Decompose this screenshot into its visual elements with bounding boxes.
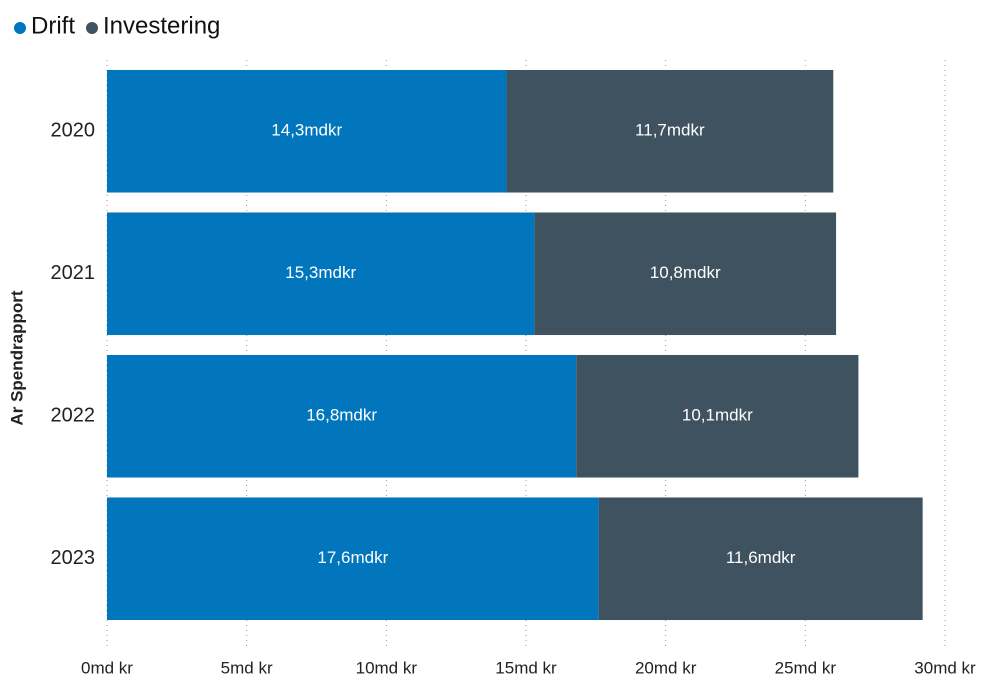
bar-segment bbox=[107, 212, 535, 336]
x-tick-label: 30md kr bbox=[914, 658, 976, 677]
y-tick-label: 2023 bbox=[51, 547, 96, 569]
bar-segment bbox=[107, 69, 507, 193]
bar-segment bbox=[506, 69, 834, 193]
x-tick-label: 25md kr bbox=[775, 658, 837, 677]
x-tick-label: 0md kr bbox=[81, 658, 133, 677]
data-label: 11,6mdkr bbox=[726, 548, 796, 567]
data-label: 10,8mdkr bbox=[650, 263, 721, 282]
bar-segment bbox=[107, 354, 577, 478]
data-label: 15,3mdkr bbox=[285, 263, 356, 282]
data-label: 10,1mdkr bbox=[682, 406, 753, 425]
bar-segment bbox=[576, 354, 859, 478]
bar-segment bbox=[598, 497, 923, 621]
legend-label: Investering bbox=[103, 12, 220, 39]
bar-segment bbox=[107, 497, 599, 621]
data-label: 17,6mdkr bbox=[317, 548, 388, 567]
x-tick-label: 5md kr bbox=[221, 658, 273, 677]
y-tick-label: 2021 bbox=[51, 262, 96, 284]
data-label: 11,7mdkr bbox=[635, 121, 705, 140]
x-tick-label: 10md kr bbox=[356, 658, 418, 677]
data-label: 16,8mdkr bbox=[306, 406, 377, 425]
legend-swatch bbox=[86, 22, 98, 34]
legend-swatch bbox=[14, 22, 26, 34]
x-tick-label: 15md kr bbox=[495, 658, 557, 677]
x-tick-label: 20md kr bbox=[635, 658, 697, 677]
y-tick-label: 2020 bbox=[51, 120, 96, 142]
y-axis-label: Ar Spendrapport bbox=[7, 290, 26, 425]
y-tick-label: 2022 bbox=[51, 405, 96, 427]
legend-label: Drift bbox=[31, 12, 75, 39]
data-label: 14,3mdkr bbox=[271, 121, 342, 140]
bar-segment bbox=[534, 212, 837, 336]
